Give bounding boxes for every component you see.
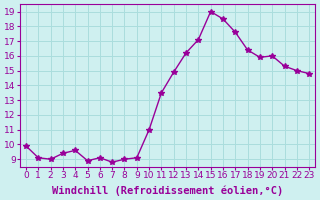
X-axis label: Windchill (Refroidissement éolien,°C): Windchill (Refroidissement éolien,°C) <box>52 185 283 196</box>
